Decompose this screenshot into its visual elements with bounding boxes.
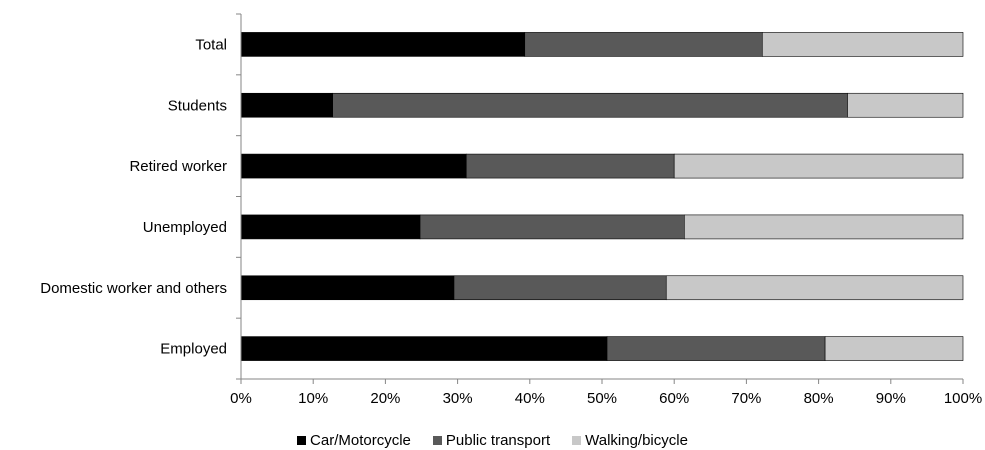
- bar-unemployed-car-motorcycle: [240, 214, 421, 240]
- bar-domestic-worker-and-others-walking-bicycle: [665, 275, 964, 301]
- y-category-label-unemployed: Unemployed: [143, 219, 227, 236]
- legend-label-car-motorcycle: Car/Motorcycle: [310, 431, 411, 449]
- legend-swatch-walking-bicycle: [572, 435, 582, 445]
- y-category-label-total: Total: [195, 36, 227, 53]
- bar-domestic-worker-and-others-public-transport: [453, 275, 667, 301]
- legend-swatch-public-transport: [432, 435, 442, 445]
- x-tick-label: 80%: [804, 390, 834, 407]
- x-tick-label: 10%: [298, 390, 328, 407]
- legend-item-walking-bicycle: Walking/bicycle: [572, 432, 688, 449]
- bar-students-car-motorcycle: [240, 92, 333, 118]
- x-tick-label: 90%: [876, 390, 906, 407]
- legend-swatch-car-motorcycle: [297, 435, 307, 445]
- legend-item-public-transport: Public transport: [432, 431, 551, 449]
- y-category-label-domestic-worker-and-others: Domestic worker and others: [40, 280, 227, 297]
- bar-retired-worker-walking-bicycle: [673, 153, 964, 179]
- bar-total-public-transport: [524, 32, 763, 57]
- y-category-label-retired-worker: Retired worker: [129, 158, 227, 175]
- bar-unemployed-public-transport: [419, 214, 685, 240]
- bar-unemployed-walking-bicycle: [684, 214, 964, 240]
- x-tick-label: 60%: [659, 390, 689, 407]
- bar-employed-public-transport: [606, 336, 826, 361]
- legend-label-public-transport: Public transport: [445, 431, 551, 449]
- bar-total-car-motorcycle: [240, 32, 526, 57]
- x-tick-label: 70%: [731, 390, 761, 407]
- x-tick-label: 0%: [230, 390, 252, 407]
- bar-domestic-worker-and-others-car-motorcycle: [240, 275, 455, 301]
- x-tick-label: 40%: [515, 390, 545, 407]
- x-tick-label: 100%: [944, 390, 982, 407]
- legend-label-walking-bicycle: Walking/bicycle: [585, 431, 688, 449]
- x-tick-label: 50%: [587, 390, 617, 407]
- bar-total-walking-bicycle: [761, 32, 964, 57]
- legend-item-car-motorcycle: Car/Motorcycle: [297, 432, 411, 449]
- bar-employed-walking-bicycle: [824, 336, 964, 361]
- y-category-label-employed: Employed: [160, 341, 227, 358]
- x-tick-label: 20%: [370, 390, 400, 407]
- bar-retired-worker-public-transport: [465, 153, 675, 179]
- bar-students-public-transport: [332, 92, 848, 118]
- y-category-label-students: Students: [168, 97, 227, 114]
- legend: Car/Motorcycle Public transport Walking/…: [0, 430, 985, 450]
- x-tick-label: 30%: [443, 390, 473, 407]
- bar-employed-car-motorcycle: [240, 336, 608, 361]
- bar-retired-worker-car-motorcycle: [240, 153, 467, 179]
- bar-students-walking-bicycle: [847, 92, 964, 118]
